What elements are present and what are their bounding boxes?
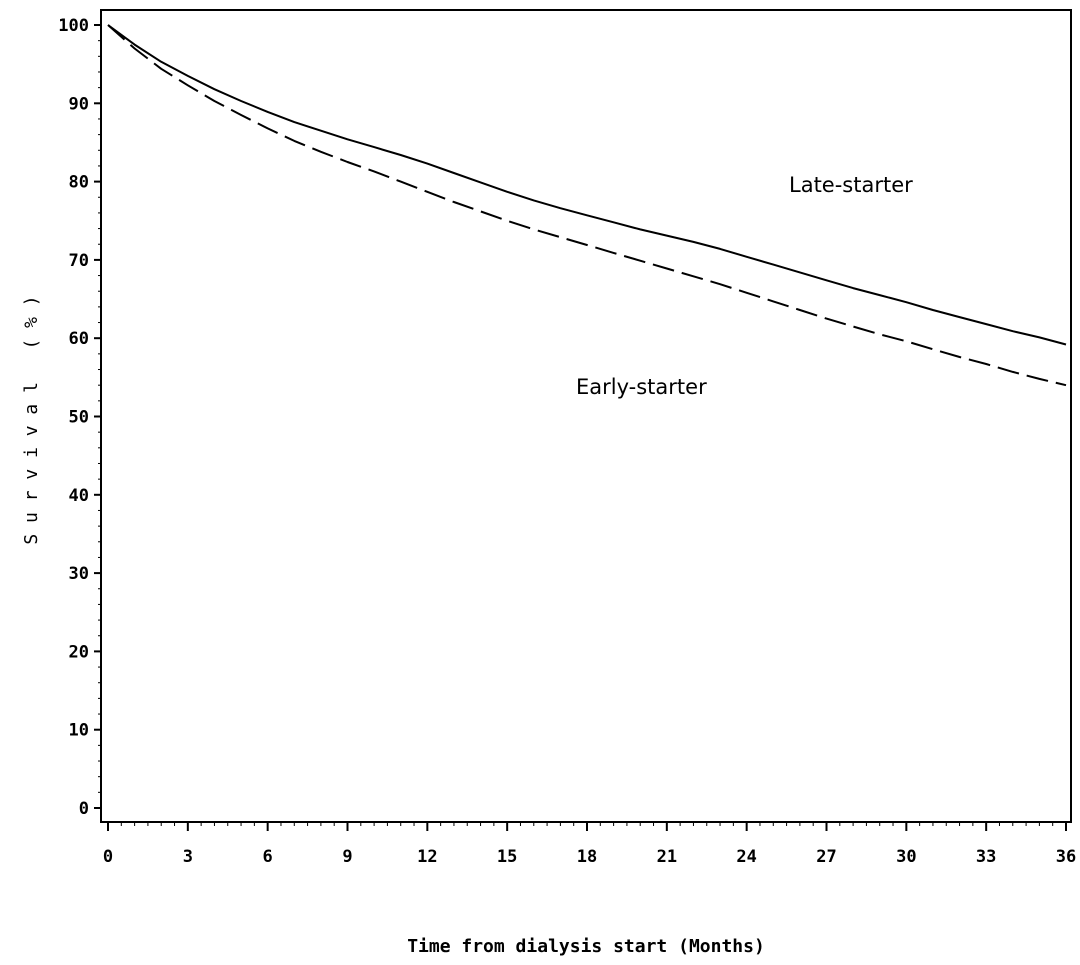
series-line-early-starter	[108, 25, 1066, 385]
x-tick-label: 0	[103, 847, 113, 867]
x-tick-label: 36	[1056, 847, 1076, 867]
x-axis-title: Time from dialysis start (Months)	[407, 936, 765, 957]
plot-frame	[101, 10, 1071, 822]
y-tick-label: 80	[69, 173, 89, 193]
y-tick-label: 10	[69, 721, 89, 741]
x-tick-label: 24	[736, 847, 756, 867]
series-line-late-starter	[108, 25, 1066, 345]
annotation-early-starter: Early-starter	[576, 375, 707, 399]
y-tick-label: 90	[69, 94, 89, 114]
y-tick-label: 70	[69, 251, 89, 271]
x-tick-label: 3	[183, 847, 193, 867]
y-tick-label: 100	[58, 16, 89, 36]
x-tick-label: 9	[342, 847, 352, 867]
y-tick-label: 30	[69, 564, 89, 584]
y-tick-label: 0	[79, 799, 89, 819]
y-axis: 0 10 20 30 40 50 60 70 80 90 100	[58, 16, 101, 819]
x-tick-label: 12	[417, 847, 437, 867]
x-tick-label: 27	[816, 847, 836, 867]
x-tick-label: 6	[263, 847, 273, 867]
x-tick-label: 21	[657, 847, 677, 867]
y-tick-label: 50	[69, 408, 89, 428]
y-tick-label: 60	[69, 329, 89, 349]
x-tick-label: 33	[976, 847, 996, 867]
x-tick-label: 18	[577, 847, 597, 867]
y-tick-label: 40	[69, 486, 89, 506]
y-tick-label: 20	[69, 642, 89, 662]
series-layer	[108, 25, 1066, 385]
annotation-late-starter: Late-starter	[789, 173, 913, 197]
x-tick-label: 30	[896, 847, 916, 867]
x-tick-label: 15	[497, 847, 517, 867]
x-axis: 0 3 6 9 12 15 18 21 24 27 30 33 36	[103, 822, 1076, 867]
y-axis-title: S u r v i v a l ( % )	[21, 295, 42, 544]
